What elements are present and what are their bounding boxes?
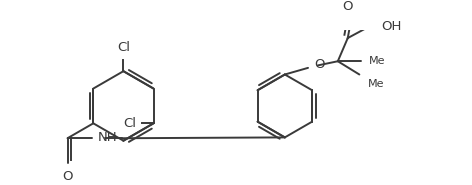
Text: Cl: Cl [117,41,130,54]
Text: NH: NH [98,131,118,144]
Text: O: O [343,0,353,13]
Text: OH: OH [381,20,401,33]
Text: Me: Me [369,56,386,66]
Text: Me: Me [368,79,384,89]
Text: O: O [62,170,73,183]
Text: O: O [314,58,324,71]
Text: Cl: Cl [123,117,136,130]
